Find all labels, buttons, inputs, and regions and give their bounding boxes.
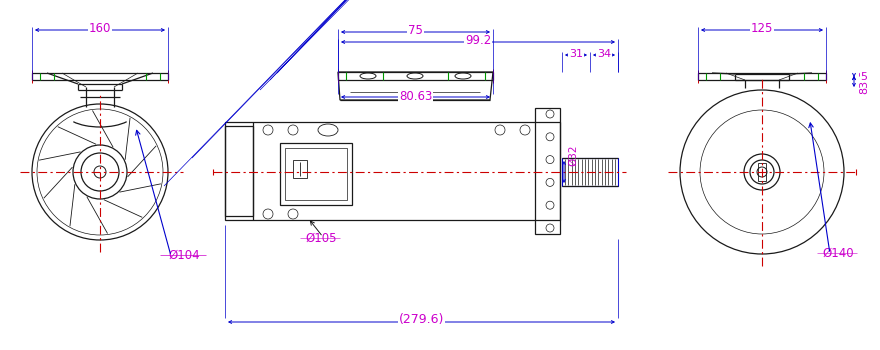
Text: 125: 125: [751, 22, 774, 35]
Text: Ø105: Ø105: [305, 231, 336, 245]
Text: 75: 75: [408, 25, 423, 37]
Text: 83.9: 83.9: [859, 69, 869, 94]
Text: (279.6): (279.6): [399, 314, 444, 327]
Bar: [225, 122, 560, 220]
Text: 34: 34: [597, 49, 611, 59]
Text: Ø32: Ø32: [568, 144, 578, 166]
Text: 80.63: 80.63: [399, 90, 432, 103]
Bar: [32, 73, 168, 80]
Text: Ø104: Ø104: [168, 248, 200, 261]
Text: 160: 160: [89, 22, 111, 35]
Text: 5: 5: [861, 71, 868, 82]
Bar: [225, 126, 253, 216]
Bar: [698, 73, 826, 80]
Text: Ø140: Ø140: [822, 246, 854, 259]
Bar: [293, 160, 307, 178]
Bar: [758, 163, 766, 181]
Bar: [562, 158, 618, 186]
Text: 99.2: 99.2: [465, 35, 491, 48]
Bar: [280, 143, 352, 205]
Bar: [535, 108, 560, 234]
Bar: [285, 148, 347, 200]
Text: 31: 31: [569, 49, 583, 59]
Bar: [338, 72, 493, 80]
